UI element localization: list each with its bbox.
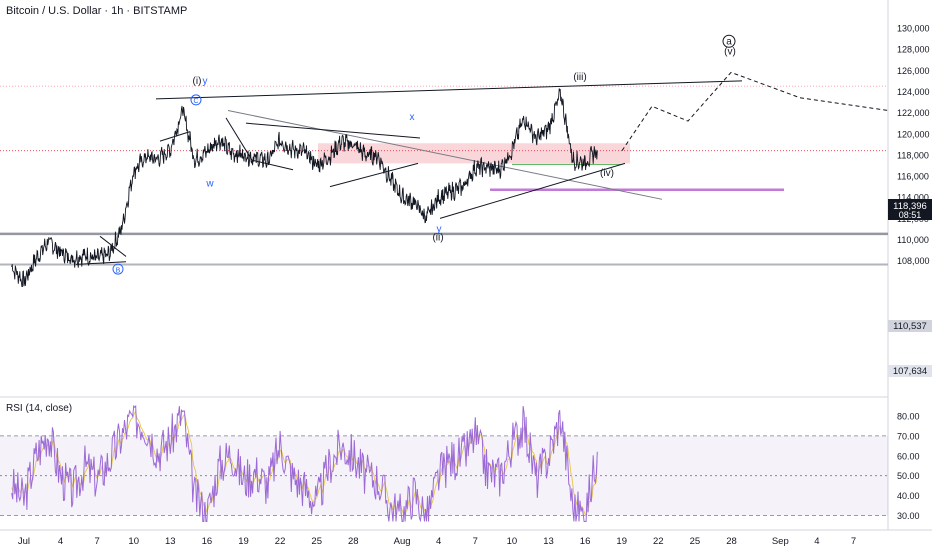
price-tick-label: 122,000 — [897, 108, 930, 118]
rsi-axis[interactable]: 30.00 40.00 50.00 60.00 70.00 80.00 — [897, 412, 920, 522]
time-tick-label: 22 — [275, 536, 286, 547]
time-tick-label: 13 — [165, 536, 176, 547]
time-tick-label: 7 — [94, 536, 99, 547]
rsi-tick-label: 60.00 — [897, 451, 920, 461]
wave-i-line — [159, 131, 191, 142]
wave-label-a: a — [726, 36, 732, 47]
projection-path — [621, 71, 889, 151]
price-line — [11, 88, 598, 287]
time-tick-label: 7 — [851, 536, 856, 547]
descending-trendline — [227, 109, 663, 200]
wave-label-v: (v) — [724, 46, 736, 57]
rsi-pane[interactable] — [0, 404, 888, 523]
price-tick-label: 120,000 — [897, 129, 930, 139]
rsi-line — [11, 404, 598, 523]
wave-label-i: (i) — [193, 76, 202, 87]
time-tick-label: Aug — [394, 536, 411, 547]
upper-trendline — [155, 80, 743, 100]
wave-label-iv: (iv) — [600, 168, 614, 179]
wave-label-y2: y — [437, 224, 442, 235]
time-tick-label: 28 — [348, 536, 359, 547]
time-tick-label: Jul — [18, 536, 30, 547]
time-tick-label: 4 — [814, 536, 819, 547]
rsi-tick-label: 40.00 — [897, 491, 920, 501]
price-tick-label: 108,000 — [897, 256, 930, 266]
rsi-tick-label: 80.00 — [897, 412, 920, 422]
rsi-title: RSI (14, close) — [6, 403, 73, 414]
level-2-label: 107,634 — [893, 366, 927, 377]
time-tick-label: Sep — [772, 536, 789, 547]
drawing-zones[interactable] — [0, 85, 888, 266]
level-1-label: 110,537 — [893, 321, 927, 332]
time-tick-label: 7 — [473, 536, 478, 547]
time-tick-label: 16 — [202, 536, 213, 547]
current-price-tag: 118,396 08:51 — [888, 199, 932, 220]
triangle-lower-line — [329, 162, 419, 188]
level-tag-2: 107,634 — [888, 365, 932, 377]
time-tick-label: 4 — [436, 536, 441, 547]
time-tick-label: 19 — [238, 536, 249, 547]
price-tick-label: 116,000 — [897, 172, 929, 182]
wave-label-x: x — [410, 112, 415, 123]
chart-title: Bitcoin / U.S. Dollar · 1h · BITSTAMP — [6, 5, 188, 17]
price-series[interactable] — [11, 88, 598, 287]
price-tick-label: 110,000 — [897, 235, 929, 245]
wave-label-iii: (iii) — [573, 72, 586, 83]
wave-circle-c — [190, 94, 202, 106]
price-tick-label: 126,000 — [897, 66, 930, 76]
price-tick-label: 114,000 — [897, 193, 929, 203]
price-tick-label: 130,000 — [897, 24, 930, 34]
bracket-line-1 — [251, 159, 294, 171]
rsi-band — [0, 435, 888, 516]
time-axis[interactable]: Jul 4 7 10 13 16 19 22 25 28 Aug 4 7 10 13 16 19 22 25 28 Se… — [18, 536, 856, 547]
current-price-label: 118,396 — [893, 201, 927, 212]
wave-label-b: B — [116, 267, 121, 274]
price-tick-label: 118,000 — [897, 150, 929, 160]
time-tick-label: 4 — [58, 536, 63, 547]
time-tick-label: 25 — [311, 536, 322, 547]
base-diagonal — [99, 235, 127, 257]
base-line — [75, 261, 127, 265]
time-tick-label: 28 — [726, 536, 737, 547]
rsi-tick-label: 50.00 — [897, 471, 920, 481]
wave-circle-a — [722, 34, 736, 48]
time-tick-label: 25 — [690, 536, 701, 547]
triangle-upper-line — [245, 122, 421, 139]
wave-circle-b — [112, 263, 124, 275]
time-tick-label: 16 — [580, 536, 591, 547]
price-tick-label: 124,000 — [897, 87, 930, 97]
rsi-tick-label: 70.00 — [897, 431, 920, 441]
wave-label-ii: (ii) — [432, 233, 443, 244]
time-tick-label: 22 — [653, 536, 664, 547]
wave-label-c: C — [193, 98, 198, 105]
rsi-tick-label: 30.00 — [897, 511, 920, 521]
time-tick-label: 13 — [543, 536, 554, 547]
time-tick-label: 10 — [128, 536, 139, 547]
rising-support-line — [439, 162, 626, 219]
countdown-timer: 08:51 — [899, 210, 922, 220]
price-tick-label: 128,000 — [897, 45, 930, 55]
wave-label-y1: y — [203, 76, 208, 87]
time-tick-label: 10 — [507, 536, 518, 547]
time-tick-label: 19 — [616, 536, 627, 547]
supply-zone — [318, 143, 630, 164]
wave-label-w: w — [205, 179, 214, 190]
level-tag-1: 110,537 — [888, 320, 932, 332]
